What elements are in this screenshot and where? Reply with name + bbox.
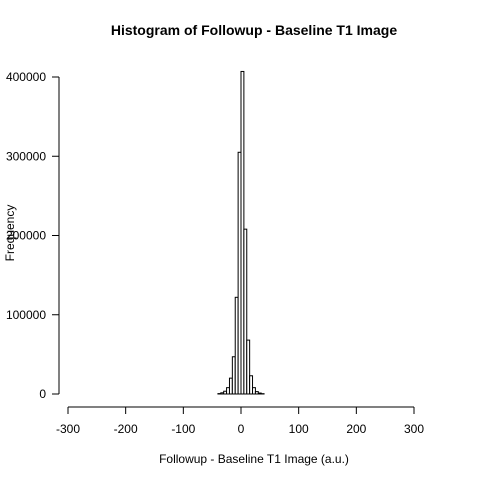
- x-axis-label: Followup - Baseline T1 Image (a.u.): [159, 452, 349, 466]
- histogram-bar: [246, 339, 251, 395]
- histogram-bar: [252, 387, 256, 395]
- bars-group: [217, 70, 265, 395]
- y-axis-label: Frequency: [3, 205, 17, 262]
- y-tick-label: 200000: [6, 229, 46, 243]
- x-tick-label: -300: [56, 422, 80, 436]
- histogram-bar: [243, 228, 248, 395]
- x-ticks-group: -300 -200 -100 0 100 200 300: [56, 407, 424, 436]
- x-tick-label: 100: [289, 422, 309, 436]
- y-ticks-group: 0 100000 200000 300000 400000: [6, 70, 59, 401]
- x-tick-label: 200: [346, 422, 366, 436]
- y-tick-label: 300000: [6, 149, 46, 163]
- y-tick-label: 400000: [6, 70, 46, 84]
- y-tick-label: 0: [39, 387, 46, 401]
- x-tick-label: -200: [114, 422, 138, 436]
- chart-title: Histogram of Followup - Baseline T1 Imag…: [111, 22, 397, 38]
- histogram-bar: [249, 375, 254, 395]
- y-tick-label: 100000: [6, 308, 46, 322]
- x-tick-label: 0: [238, 422, 245, 436]
- x-tick-label: 300: [404, 422, 424, 436]
- x-tick-label: -100: [171, 422, 195, 436]
